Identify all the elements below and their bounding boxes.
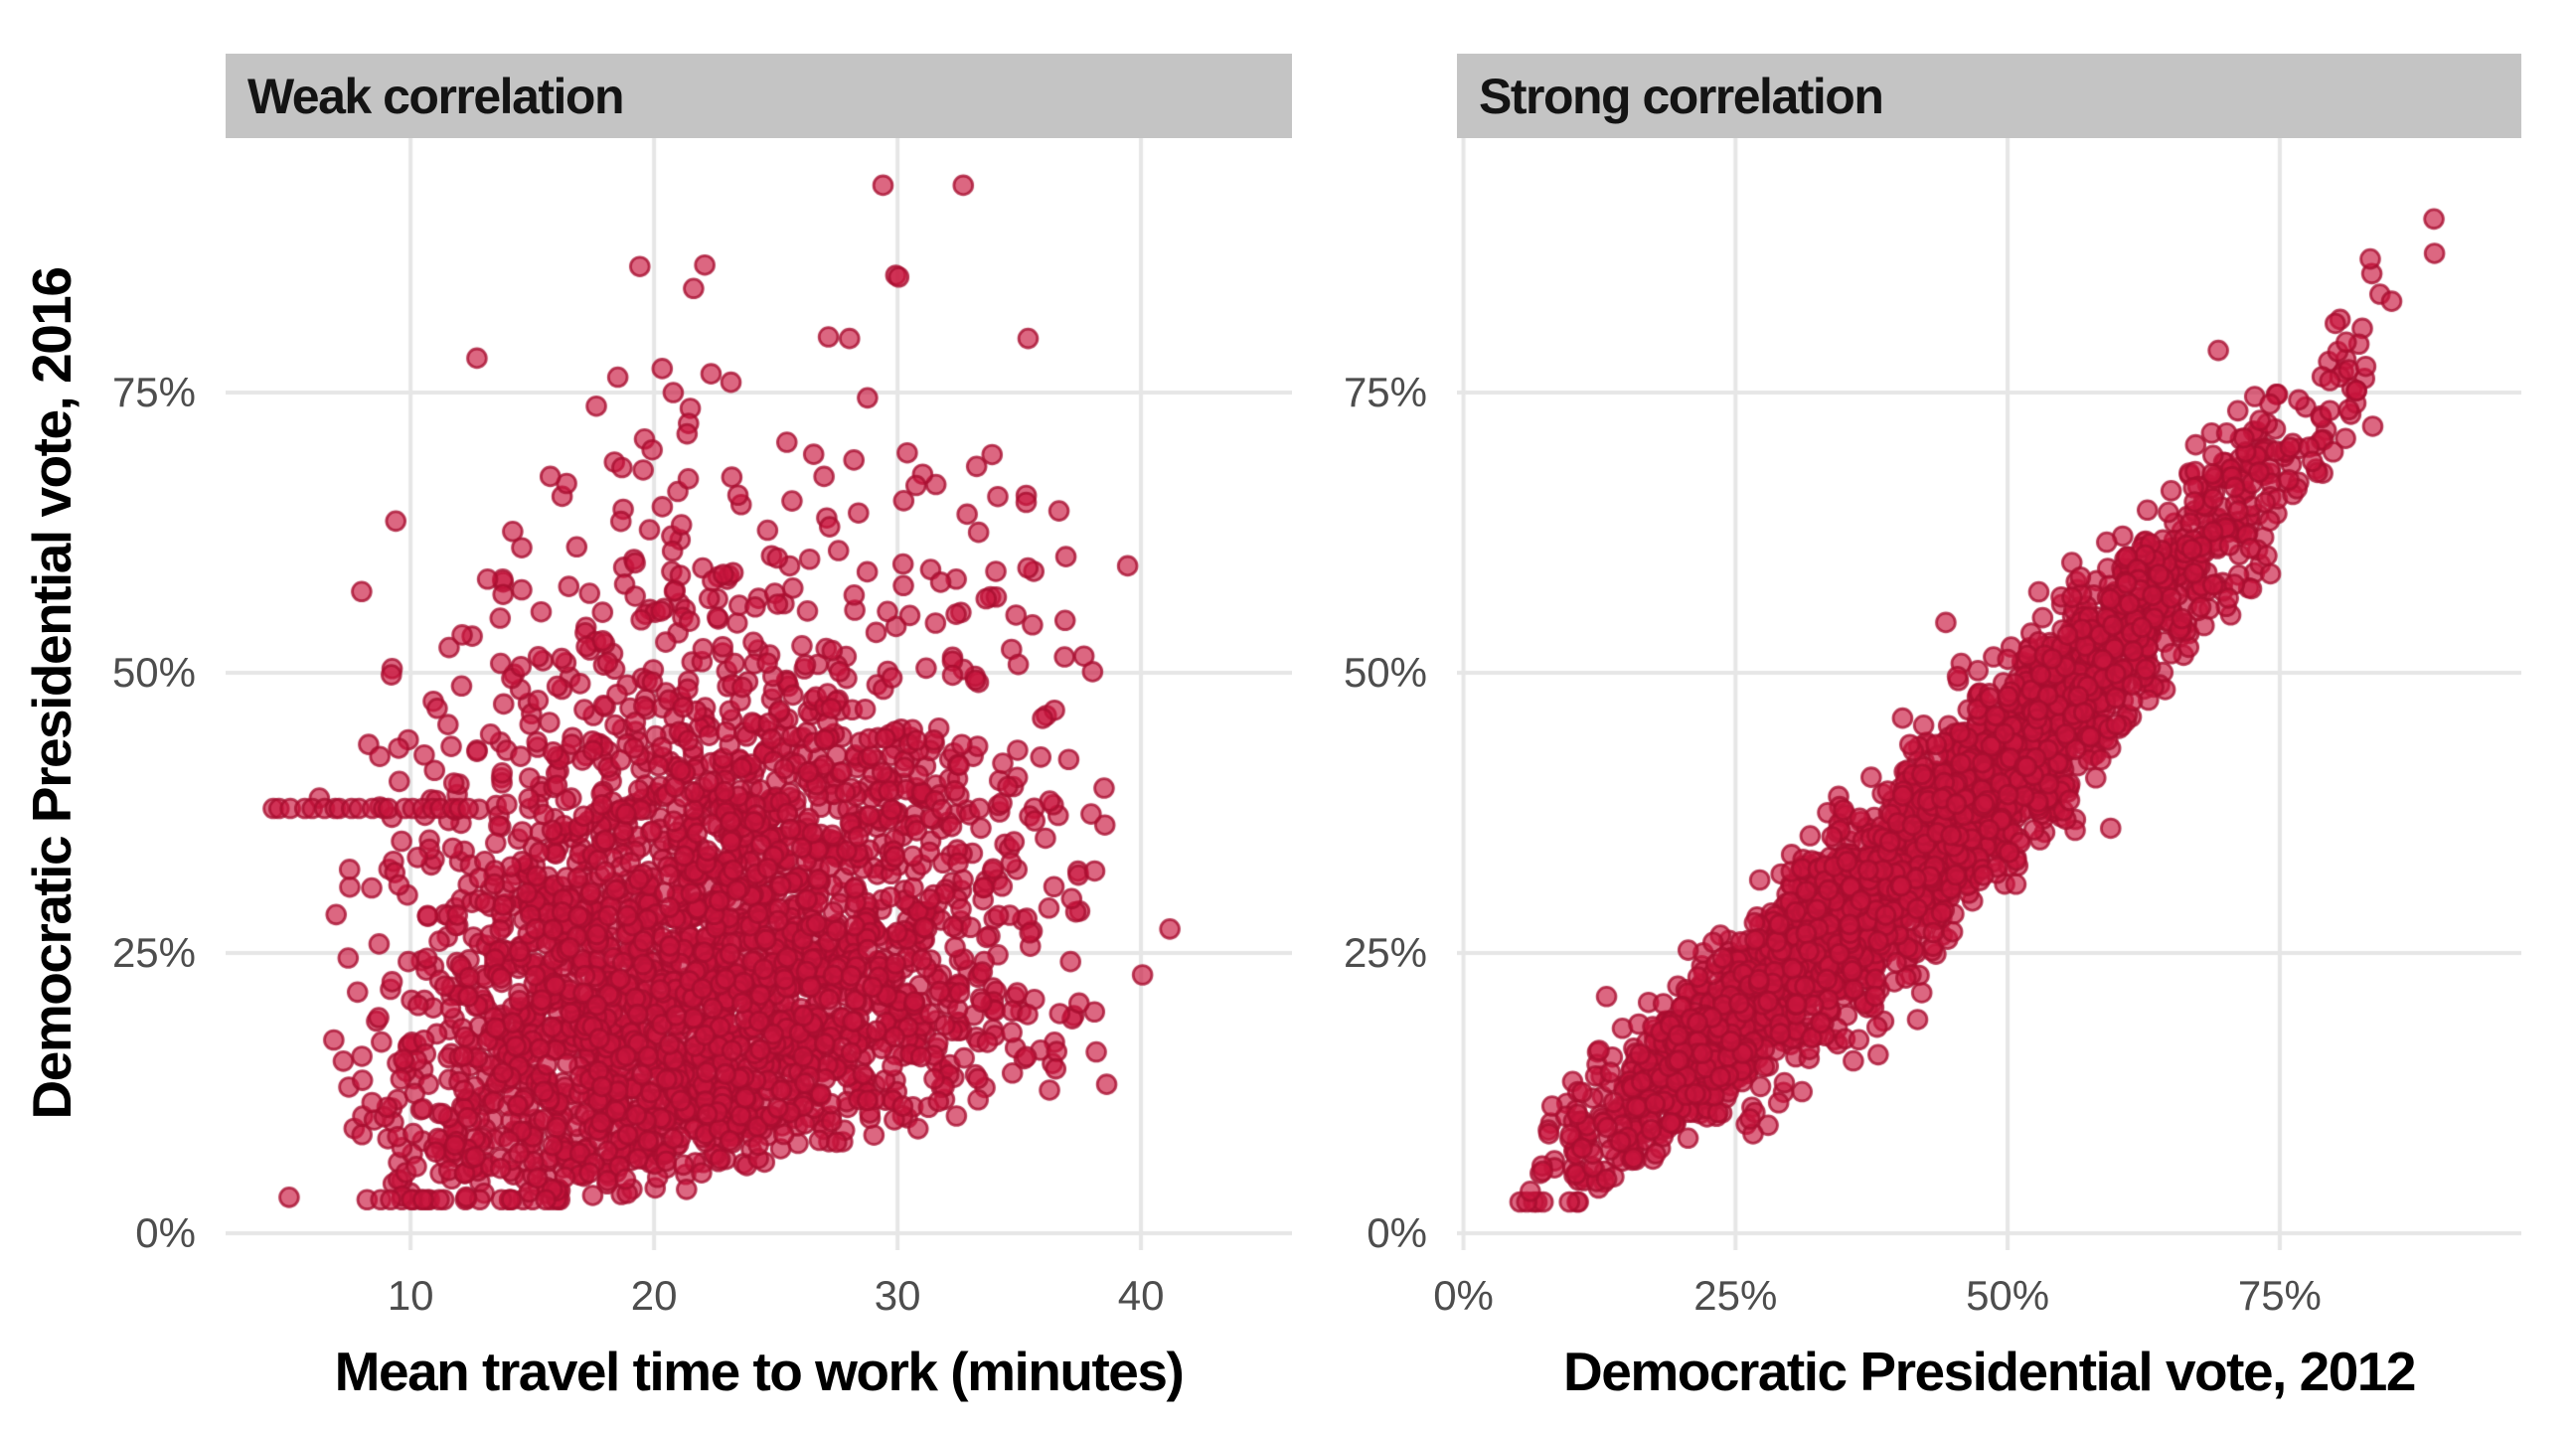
- facet-strip-label: Strong correlation: [1479, 68, 1884, 124]
- x-tick-label: 30: [874, 1272, 921, 1319]
- x-tick-label: 10: [387, 1272, 434, 1319]
- scatter-plot-canvas: [226, 138, 1292, 1250]
- y-tick-label: 50%: [111, 649, 196, 697]
- scatter-plot-canvas: [1457, 138, 2521, 1250]
- y-tick-label: 25%: [1343, 929, 1427, 977]
- y-tick-label: 75%: [111, 369, 196, 416]
- y-tick-label: 0%: [135, 1209, 196, 1257]
- x-tick-label: 50%: [1966, 1272, 2050, 1319]
- facet-strip: Weak correlation: [226, 54, 1292, 138]
- x-tick-label: 40: [1117, 1272, 1165, 1319]
- x-axis-title: Democratic Presidential vote, 2012: [1563, 1341, 2416, 1402]
- x-tick-label: 75%: [2237, 1272, 2322, 1319]
- facet-strip: Strong correlation: [1457, 54, 2521, 138]
- y-tick-label: 75%: [1343, 369, 1427, 416]
- y-tick-label: 25%: [111, 929, 196, 977]
- y-tick-label: 50%: [1343, 649, 1427, 697]
- x-tick-label: 25%: [1693, 1272, 1778, 1319]
- x-tick-label: 0%: [1433, 1272, 1494, 1319]
- x-tick-label: 20: [630, 1272, 678, 1319]
- x-axis-title: Mean travel time to work (minutes): [334, 1341, 1185, 1402]
- y-tick-label: 0%: [1367, 1209, 1427, 1257]
- facet-strip-label: Weak correlation: [247, 68, 625, 124]
